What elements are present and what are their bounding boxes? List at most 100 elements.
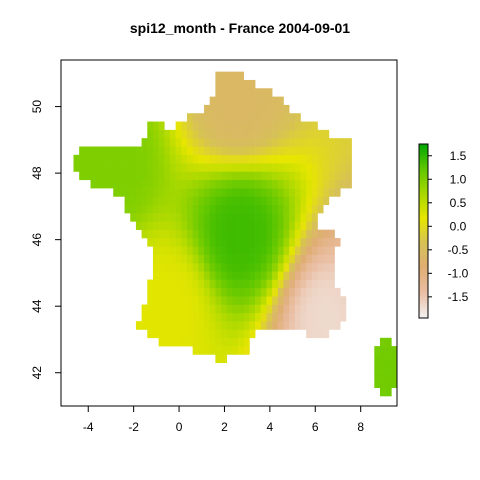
map-cell [164,271,171,280]
map-cell [232,71,239,81]
map-cell [175,138,182,147]
map-cell [243,229,250,239]
map-cell [175,329,182,339]
map-cell [385,379,392,388]
map-cell [260,196,267,206]
map-cell [272,104,279,114]
colorbar-tick-label: 1.5 [450,149,467,163]
map-cell [181,254,188,264]
map-cell [317,262,324,272]
map-cell [169,271,176,280]
map-cell [266,113,273,122]
map-cell [317,279,324,289]
map-cell [221,163,228,172]
map-cell [204,213,211,222]
map-cell [238,138,245,147]
map-cell [283,129,290,139]
map-cell [232,329,239,339]
map-cell [243,329,250,339]
map-cell [187,146,193,156]
map-cell [323,246,330,255]
map-cell [272,296,279,305]
map-cell [226,196,233,206]
map-cell [147,296,154,305]
map-cell [215,229,222,239]
map-cell [289,129,296,139]
map-cell [198,271,205,280]
map-cell [266,213,273,222]
map-cell [187,254,193,264]
map-cell [260,246,267,255]
map-cell [385,337,392,347]
map-cell [306,237,313,247]
map-cell [243,254,250,264]
map-cell [209,96,216,106]
map-cell [221,179,228,189]
map-cell [152,246,159,255]
map-cell [147,196,154,206]
map-cell [260,271,267,280]
map-cell [379,354,386,364]
map-cell [306,129,313,139]
map-cell [306,188,313,197]
map-cell [181,171,188,181]
map-cell [141,138,148,147]
map-cell [277,188,284,197]
map-cell [198,154,205,164]
map-cell [306,154,313,164]
map-cell [181,179,188,189]
map-cell [249,129,256,139]
map-cell [243,287,250,297]
map-cell [306,213,313,222]
map-cell [294,279,301,289]
map-cell [238,229,245,239]
map-cell [169,138,176,147]
map-cell [328,154,335,164]
map-cell [317,254,324,264]
map-cell [164,254,171,264]
map-cell [243,88,250,97]
map-cell [266,287,273,297]
map-cell [232,179,239,189]
map-cell [277,321,284,330]
map-cell [215,188,222,197]
map-cell [164,304,171,314]
map-cell [300,246,307,255]
map-cell [198,329,205,339]
colorbar-ramp [418,143,429,319]
map-cell [283,254,290,264]
map-cell [260,171,267,181]
map-cell [306,304,313,314]
map-cell [198,346,205,355]
map-cell [158,154,165,164]
map-cell [79,163,86,172]
map-cell [277,213,284,222]
map-cell [289,229,296,239]
map-cell [255,188,262,197]
map-cell [181,329,188,339]
map-cell [255,104,262,114]
map-cell [164,337,171,347]
map-cell [306,196,313,206]
map-cell [294,321,301,330]
map-cell [277,121,284,131]
map-cell [181,154,188,164]
map-cell [226,246,233,255]
map-cell [294,154,301,164]
map-cell [209,154,216,164]
map-cell [169,296,176,305]
map-cell [141,213,148,222]
map-cell [113,146,120,156]
map-cell [277,287,284,297]
map-cell [181,262,188,272]
map-cell [272,321,279,330]
map-cell [204,121,211,131]
map-cell [289,221,296,230]
map-cell [317,138,324,147]
map-cell [277,262,284,272]
map-cell [158,329,165,339]
map-cell [169,237,176,247]
map-cell [152,271,159,280]
map-cell [209,188,216,197]
map-cell [249,287,256,297]
